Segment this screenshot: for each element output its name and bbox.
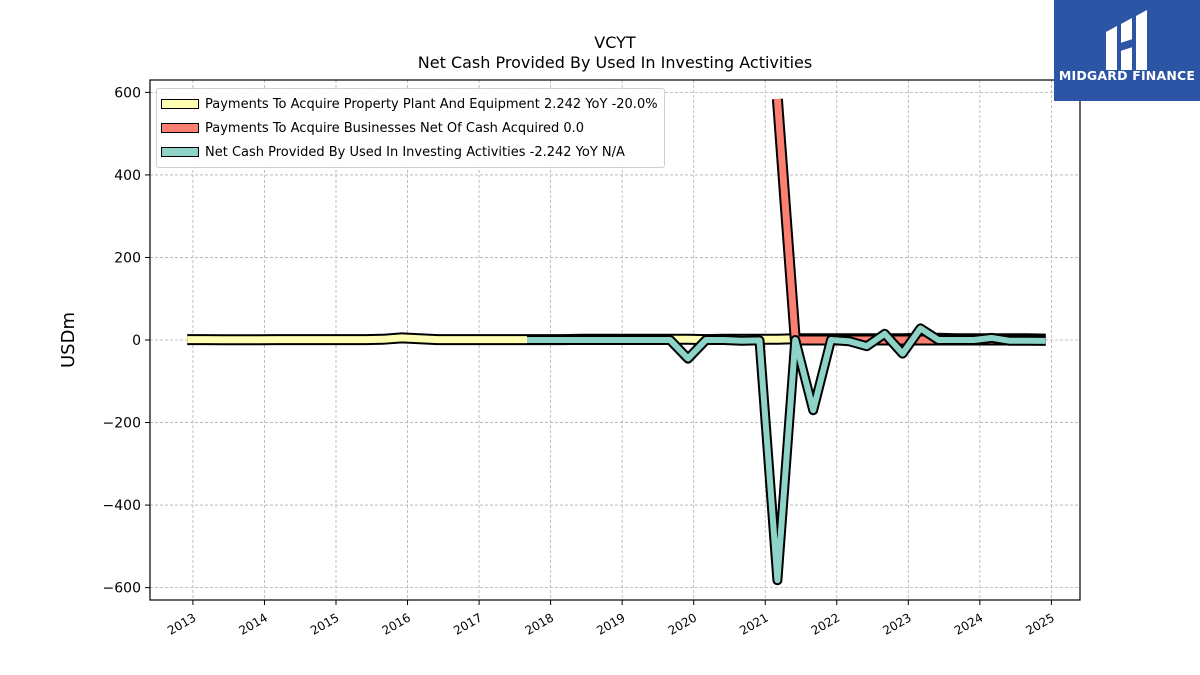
y-tick-label: −600 (103, 581, 141, 597)
y-tick-label: −400 (103, 498, 141, 514)
x-tick-label: 2015 (308, 610, 341, 637)
x-tick-label: 2013 (165, 610, 198, 637)
legend-label-acquisitions: Payments To Acquire Businesses Net Of Ca… (205, 120, 585, 136)
y-tick-label: 0 (132, 333, 141, 349)
x-tick-label: 2024 (952, 610, 985, 637)
x-tick-label: 2018 (523, 610, 556, 637)
x-tick-label: 2020 (666, 610, 699, 637)
logo-text: MIDGARD FINANCE (1058, 68, 1196, 83)
legend-item-net-investing: Net Cash Provided By Used In Investing A… (161, 140, 658, 164)
series-outline-acquisitions (771, 98, 1046, 346)
legend-item-ppe: Payments To Acquire Property Plant And E… (161, 92, 658, 116)
y-tick-label: −200 (103, 416, 141, 432)
x-tick-label: 2014 (237, 610, 270, 637)
x-tick-label: 2025 (1023, 610, 1056, 637)
chart-title-block: VCYT Net Cash Provided By Used In Invest… (300, 33, 930, 73)
midgard-finance-logo: MIDGARD FINANCE (1054, 0, 1200, 101)
x-tick-label: 2023 (880, 610, 913, 637)
y-tick-label: 200 (114, 250, 141, 266)
x-tick-label: 2019 (594, 610, 627, 637)
series-lines (187, 98, 1046, 586)
chart-subtitle: Net Cash Provided By Used In Investing A… (417, 53, 813, 72)
x-tick-label: 2022 (809, 610, 842, 637)
chart-title: VCYT (594, 33, 636, 52)
legend-label-ppe: Payments To Acquire Property Plant And E… (205, 96, 658, 112)
y-tick-label: 600 (114, 85, 141, 101)
x-tick-label: 2021 (737, 610, 770, 637)
legend-label-net-investing: Net Cash Provided By Used In Investing A… (205, 144, 625, 160)
x-tick-label: 2016 (380, 610, 413, 637)
x-tick-label: 2017 (451, 610, 484, 637)
series-line-net-investing (527, 325, 1046, 584)
chart-legend: Payments To Acquire Property Plant And E… (156, 88, 665, 168)
y-axis-label: USDm (58, 312, 79, 368)
legend-swatch-acquisitions (161, 123, 199, 133)
series-line-acquisitions (773, 98, 1046, 344)
legend-swatch-ppe (161, 99, 199, 109)
midgard-logo-icon (1106, 10, 1147, 70)
legend-item-acquisitions: Payments To Acquire Businesses Net Of Ca… (161, 116, 658, 140)
axes: −600 −400 −200 0 200 400 600 2013 2014 2015 2016 20… (103, 85, 1057, 637)
legend-swatch-net-investing (161, 147, 199, 157)
y-tick-label: 400 (114, 168, 141, 184)
